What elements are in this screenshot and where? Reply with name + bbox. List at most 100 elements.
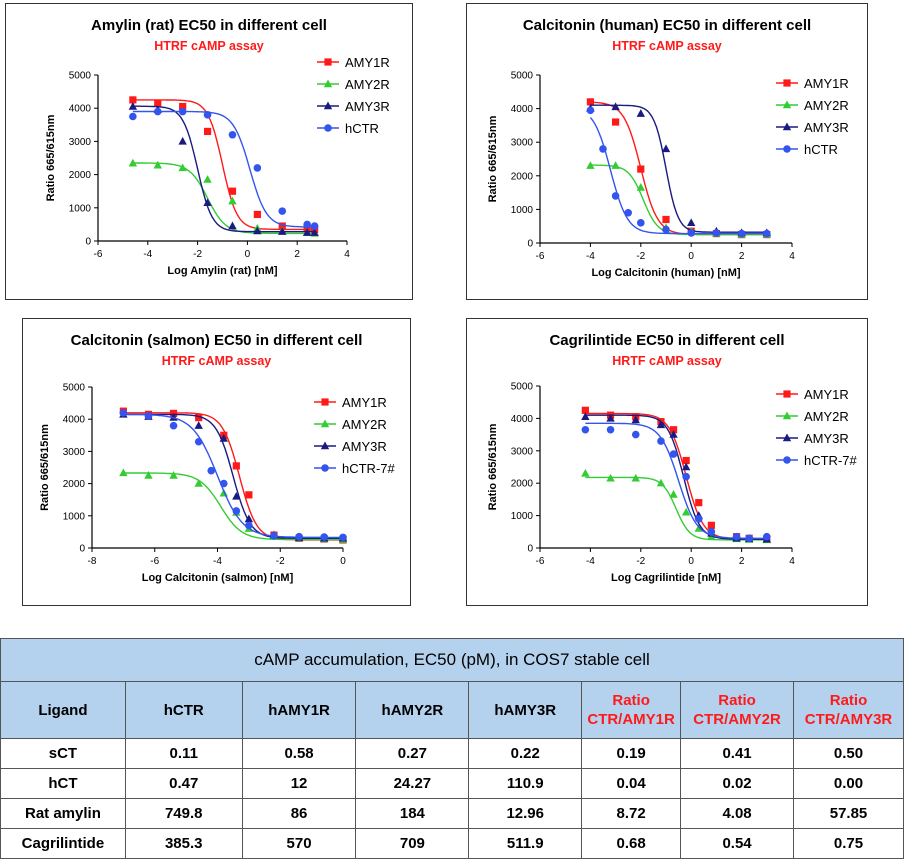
legend-marker (776, 411, 798, 420)
y-tick-label: 1000 (69, 203, 92, 214)
legend-symbol (783, 456, 791, 464)
legend-label: AMY2R (804, 97, 849, 113)
data-point (661, 144, 671, 153)
legend-symbol (783, 79, 791, 87)
legend-symbol (323, 101, 333, 110)
table-row: sCT 0.11 0.58 0.27 0.22 0.19 0.41 0.50 (0, 738, 904, 769)
data-point (278, 207, 287, 215)
chart-title: Calcitonin (human) EC50 in different cel… (522, 17, 812, 34)
data-point (681, 507, 691, 516)
x-tick-label: -2 (276, 556, 285, 567)
legend-marker (776, 122, 798, 131)
data-point (207, 466, 216, 475)
data-point (232, 491, 241, 500)
y-tick-label: 4000 (511, 414, 534, 425)
data-point (232, 462, 240, 470)
ligand-cell: hCT (0, 768, 126, 799)
fit-curve (590, 104, 767, 233)
y-tick-label: 0 (79, 544, 85, 555)
data-point (694, 515, 703, 523)
y-tick-label: 2000 (511, 171, 534, 182)
data-point (745, 534, 753, 543)
legend-label: AMY1R (804, 386, 849, 402)
data-point (153, 160, 162, 169)
legend-item: hCTR-7# (314, 457, 395, 479)
data-point (232, 507, 241, 515)
legend-symbol (782, 100, 792, 109)
x-tick-label: -4 (143, 249, 152, 260)
value-cell: 709 (355, 828, 470, 859)
series-hctr (586, 106, 771, 238)
legend-item: hCTR-7# (776, 449, 857, 471)
data-point (178, 136, 187, 145)
data-point (662, 225, 670, 234)
column-header: hAMY3R (468, 681, 583, 739)
data-point (203, 127, 212, 136)
x-tick-label: -6 (536, 556, 545, 567)
data-point (128, 102, 138, 110)
chart-title: Calcitonin (salmon) EC50 in different ce… (70, 332, 363, 349)
legend-label: AMY1R (804, 75, 849, 91)
data-point (119, 408, 128, 417)
data-point (278, 227, 287, 235)
data-point (631, 473, 640, 482)
data-point (637, 219, 645, 227)
table-row: hCT 0.47 12 24.27 110.9 0.04 0.02 0.00 (0, 768, 904, 799)
x-tick-label: 0 (688, 556, 694, 567)
legend-item: AMY1R (776, 72, 849, 94)
data-point (228, 130, 237, 139)
value-cell: 184 (355, 798, 470, 829)
data-point (169, 421, 178, 430)
y-tick-label: 5000 (63, 383, 86, 394)
column-header: Ratio CTR/AMY1R (581, 681, 682, 739)
data-point (581, 425, 590, 434)
table-caption: cAMP accumulation, EC50 (pM), in COS7 st… (0, 638, 904, 682)
y-tick-label: 5000 (511, 71, 534, 82)
x-tick-label: 4 (344, 249, 350, 260)
series-amy3r (119, 409, 348, 542)
data-point (599, 145, 607, 153)
x-tick-label: 0 (340, 556, 346, 567)
chart-svg: 0 1000 2000 3000 4000 5000 -8 -6 -4 -2 0 Log Calcit… (39, 383, 348, 584)
series-hctr (129, 107, 319, 230)
legend-marker (776, 390, 798, 398)
chart-svg: 0 1000 2000 3000 4000 5000 -6 -4 -2 0 2 4 Log Calcit… (487, 71, 795, 280)
data-point (228, 196, 237, 205)
x-tick-label: 2 (739, 251, 745, 262)
data-point (154, 99, 162, 107)
x-tick-label: -6 (536, 251, 545, 262)
value-cell: 110.9 (468, 768, 583, 799)
data-point (681, 462, 691, 471)
fit-curve (132, 110, 315, 228)
data-point (581, 406, 589, 414)
data-point (245, 491, 253, 499)
value-cell: 0.58 (241, 738, 357, 769)
chart-legend: AMY1R AMY2R AMY3R hCTR-7# (314, 391, 395, 479)
column-header: Ratio CTR/AMY2R (680, 681, 795, 739)
data-point (253, 210, 261, 219)
legend-item: AMY2R (776, 94, 849, 116)
data-point (662, 215, 670, 224)
data-point (631, 430, 640, 439)
data-point (320, 533, 328, 541)
data-point (253, 164, 262, 172)
x-tick-label: -4 (586, 251, 595, 262)
data-point (129, 112, 137, 121)
data-point (611, 102, 620, 111)
data-point (636, 183, 645, 191)
value-cell: 511.9 (468, 828, 583, 859)
legend-marker (314, 441, 336, 450)
value-cell: 0.75 (793, 828, 904, 859)
x-tick-label: 4 (789, 556, 795, 567)
ligand-cell: sCT (0, 738, 126, 769)
legend-item: hCTR (317, 117, 390, 139)
data-point (244, 514, 254, 523)
data-point (169, 471, 178, 479)
y-tick-label: 2000 (511, 479, 534, 490)
y-tick-label: 3000 (511, 138, 534, 149)
legend-item: AMY2R (776, 405, 857, 427)
fit-curve (590, 164, 767, 236)
data-point (612, 118, 620, 126)
data-point (763, 229, 771, 238)
y-tick-label: 1000 (511, 511, 534, 522)
